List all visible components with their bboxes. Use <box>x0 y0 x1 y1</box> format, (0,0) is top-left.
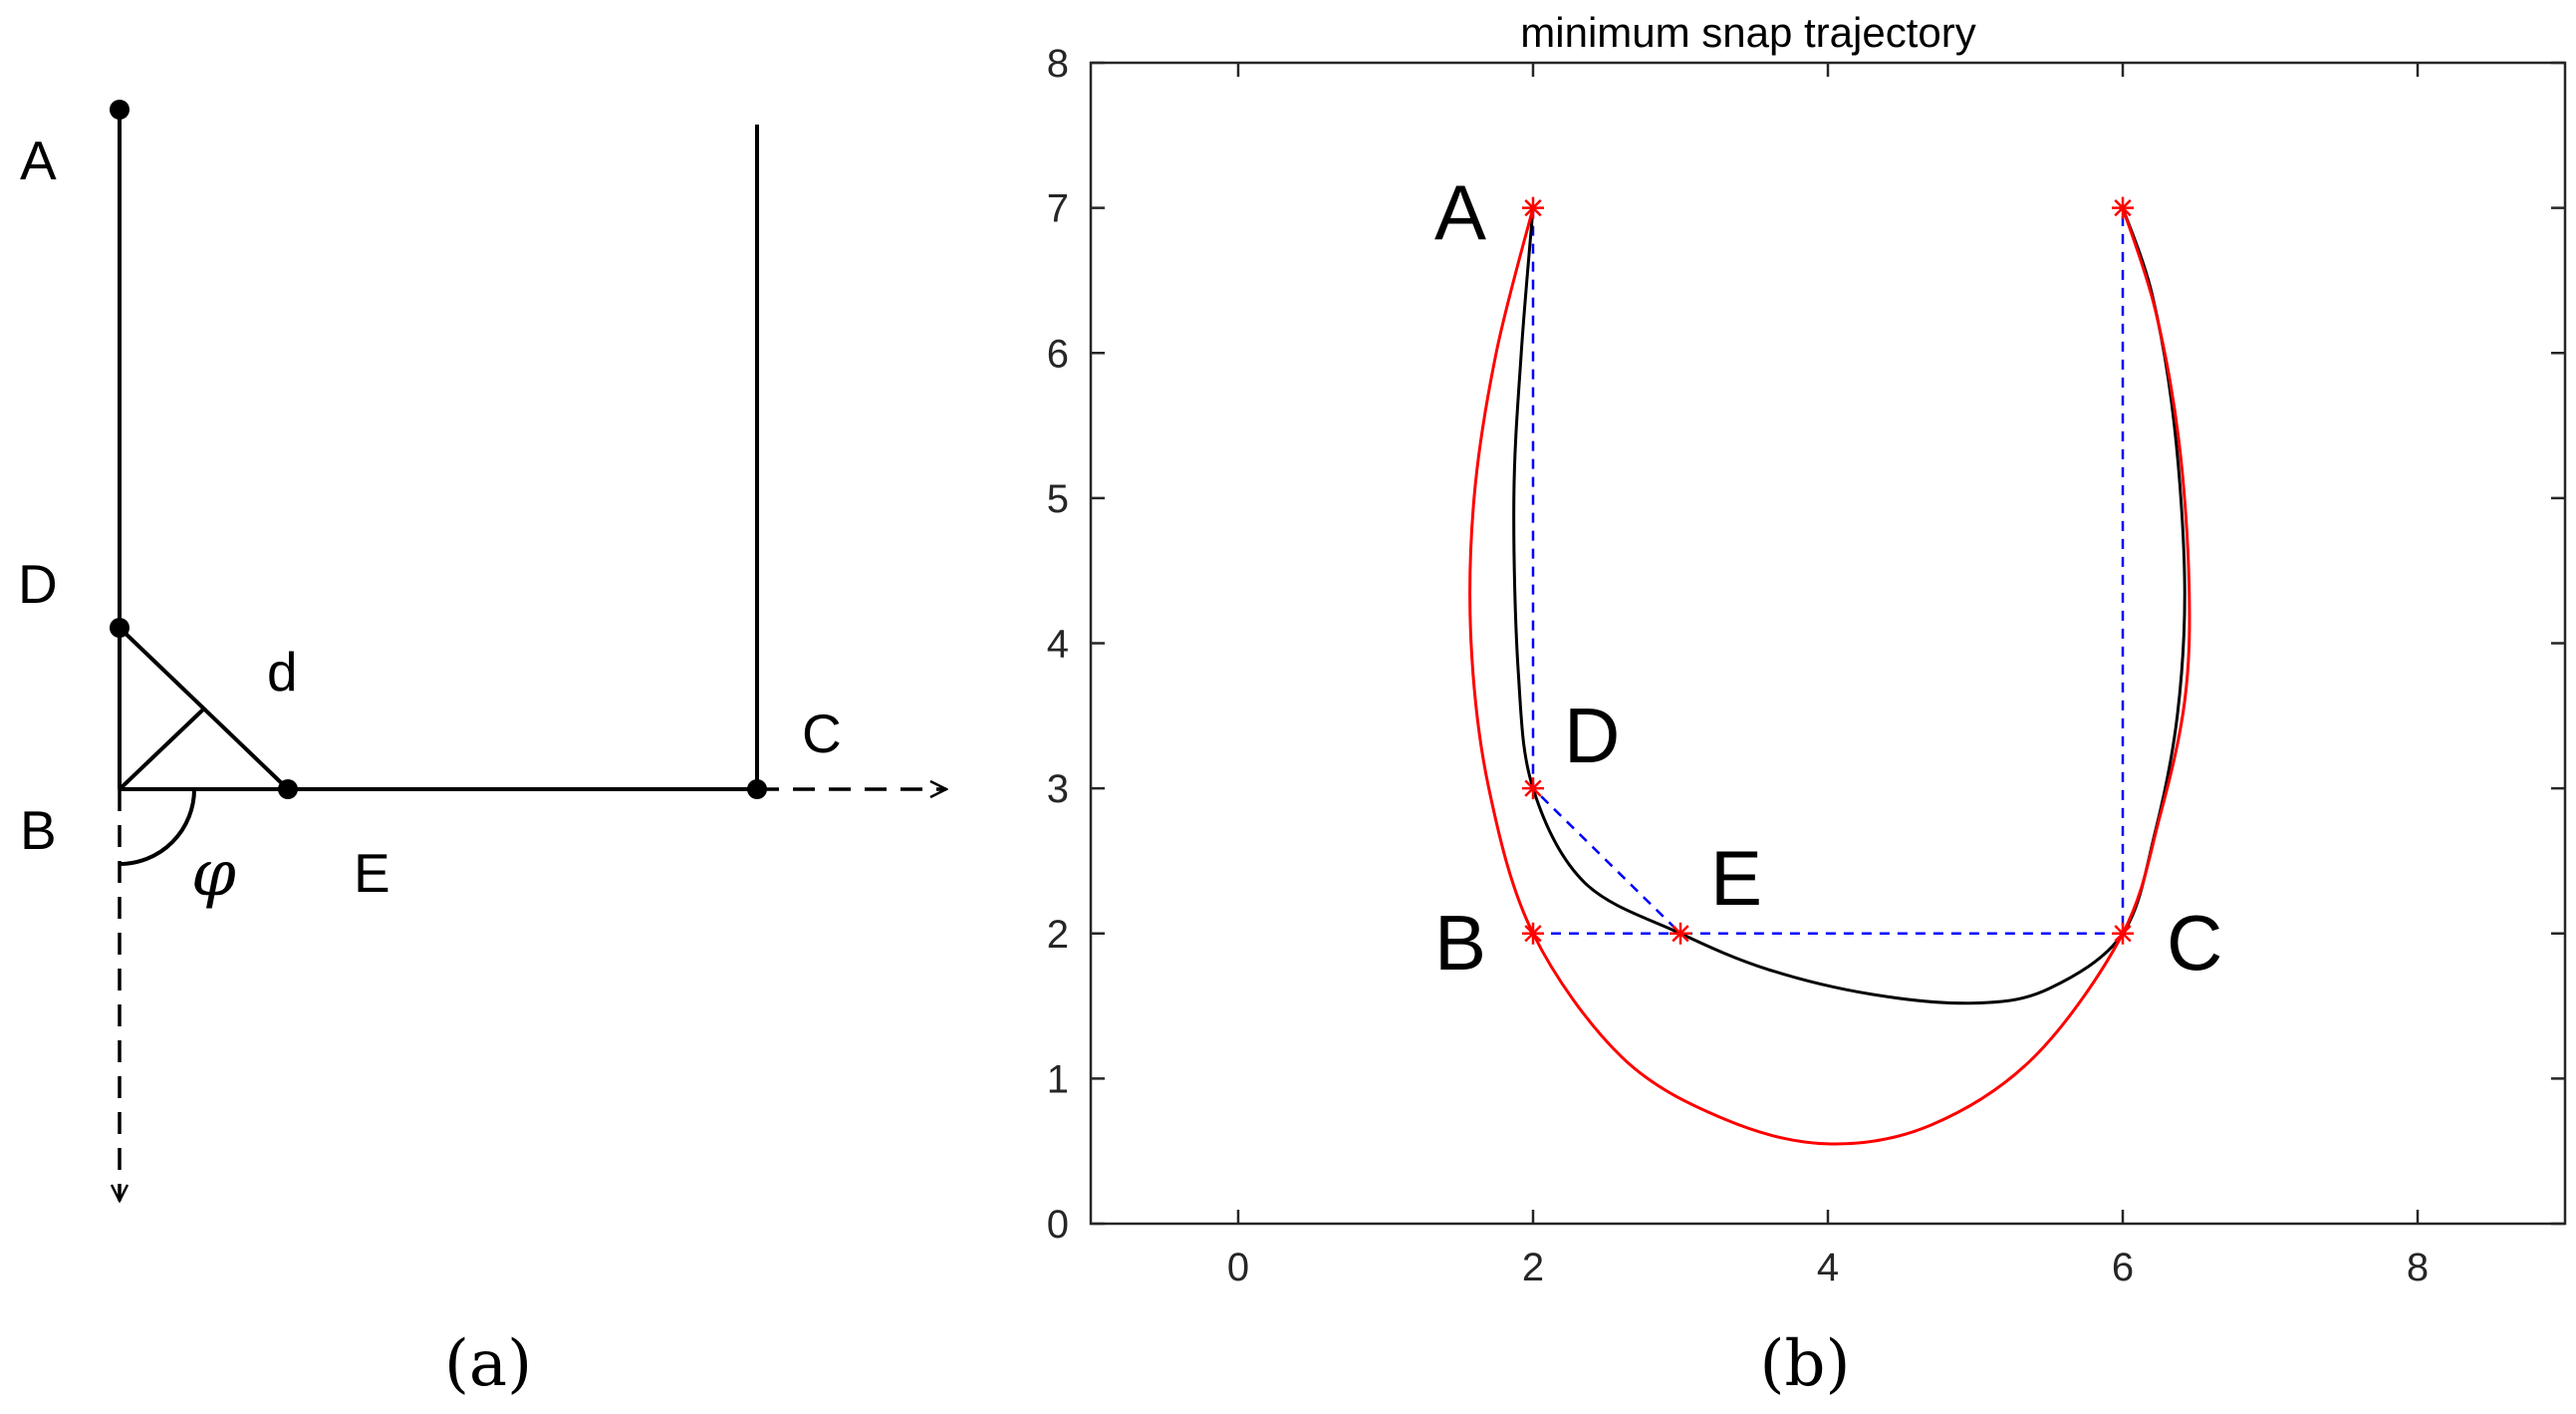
waypoint-marker-stroke <box>1524 925 1542 943</box>
x-tick-label: 4 <box>1817 1246 1839 1289</box>
waypoint-marker-stroke <box>1672 925 1689 943</box>
trajectory-black-line <box>1512 207 2187 1005</box>
label-d: D <box>18 553 58 615</box>
panel-a-diagram: A D d C B E φ (a) <box>18 100 946 1401</box>
x-axis: 0 2 4 6 8 <box>1227 63 2429 1289</box>
trajectory-red-line <box>1468 207 2191 1146</box>
y-axis: 0 1 2 3 4 5 6 7 8 <box>1047 42 2565 1247</box>
caption-b: (b) <box>1760 1327 1851 1401</box>
point-e <box>278 779 298 799</box>
chart-title: minimum snap trajectory <box>1520 9 1975 56</box>
waypoint-marker <box>2112 196 2134 219</box>
waypoint-marker-stroke <box>2114 198 2132 217</box>
waypoint-label-a: A <box>1434 168 1486 256</box>
point-c <box>747 779 767 799</box>
x-tick-label: 8 <box>2407 1246 2429 1289</box>
waypoint-marker-stroke <box>2114 925 2132 943</box>
y-tick-label: 5 <box>1047 477 1069 521</box>
waypoint-label-d: D <box>1564 692 1620 779</box>
waypoint-label-b: B <box>1434 899 1486 987</box>
x-tick-label: 0 <box>1227 1246 1249 1289</box>
waypoint-layer <box>1522 196 2134 945</box>
waypoint-marker <box>2112 922 2134 945</box>
waypoint-marker <box>1522 922 1544 945</box>
y-tick-label: 1 <box>1047 1057 1069 1101</box>
waypoint-marker <box>1522 196 1544 219</box>
segment-d-perpendicular <box>118 707 206 791</box>
y-tick-label: 0 <box>1047 1203 1069 1247</box>
angle-phi-arc <box>119 788 196 866</box>
series-layer <box>1468 207 2191 1146</box>
y-tick-label: 8 <box>1047 42 1069 86</box>
y-tick-label: 4 <box>1047 623 1069 667</box>
waypoint-marker-stroke <box>1524 198 1542 217</box>
reference-path-dashed <box>1531 207 2125 935</box>
label-b: B <box>20 799 57 861</box>
label-c: C <box>802 703 842 764</box>
waypoint-marker <box>1522 777 1544 800</box>
waypoint-label-e: E <box>1710 834 1762 922</box>
y-tick-label: 7 <box>1047 187 1069 231</box>
waypoint-label-c: C <box>2167 899 2222 987</box>
plot-frame <box>1089 61 2567 1226</box>
label-a: A <box>20 130 57 191</box>
x-tick-label: 2 <box>1522 1246 1544 1289</box>
y-tick-label: 6 <box>1047 332 1069 376</box>
waypoint-marker <box>1670 922 1691 945</box>
label-phi: φ <box>191 837 236 911</box>
caption-a: (a) <box>444 1327 532 1401</box>
label-e: E <box>354 842 390 904</box>
point-a <box>110 100 129 120</box>
y-tick-label: 3 <box>1047 767 1069 811</box>
waypoint-marker-stroke <box>1524 779 1542 797</box>
label-distance-d: d <box>267 641 298 703</box>
x-tick-label: 6 <box>2112 1246 2134 1289</box>
point-d <box>110 618 129 638</box>
y-tick-label: 2 <box>1047 913 1069 957</box>
